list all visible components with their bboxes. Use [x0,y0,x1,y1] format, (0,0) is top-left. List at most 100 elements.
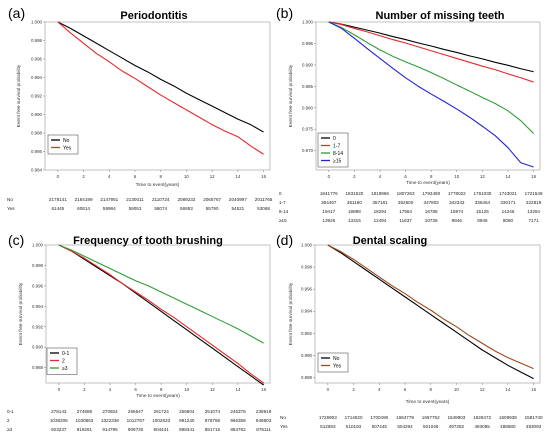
panel-label: (d) [276,232,293,248]
risk-value: 7171 [528,218,539,223]
y-axis-label: Event free survival probability [288,64,294,127]
x-tick-label: 16 [261,387,266,392]
x-tick-label: 16 [261,174,266,179]
risk-row-label: 1-7 [279,200,286,205]
risk-value: 1628472 [473,415,491,420]
x-tick-label: 12 [480,387,485,392]
x-tick-label: 12 [480,174,485,179]
risk-value: 1609938 [499,415,517,420]
x-tick-label: 10 [184,174,189,179]
x-tick-label: 2 [352,387,355,392]
series-line-3 [328,21,534,168]
risk-value: 10728 [425,218,438,223]
panel-label: (c) [8,232,24,248]
risk-row-label: 0-1 [7,409,14,414]
x-tick-label: 4 [378,387,381,392]
risk-row-label: 2 [7,418,10,423]
series-line-1 [327,244,534,370]
y-tick-label: 0.988 [301,375,313,380]
risk-value: 1667752 [422,415,440,420]
risk-value: 504294 [397,424,413,429]
risk-table: No 2178141 2164199 2147951 2130011 2110724 208… [7,197,273,211]
risk-value: 347802 [424,200,440,205]
x-tick-label: 10 [184,387,189,392]
risk-value: 54521 [231,206,244,211]
y-tick-label: 0.996 [31,57,43,62]
risk-value: 923237 [51,427,67,432]
x-tick-label: 8 [159,174,162,179]
x-tick-label: 6 [404,387,407,392]
risk-value: 510193 [346,424,362,429]
y-tick-label: 1.000 [32,243,44,248]
x-tick-label: 6 [134,387,137,392]
risk-value: 278143 [51,409,67,414]
risk-value: 483093 [526,424,542,429]
x-tick-label: 8 [160,387,163,392]
plot-frame [45,244,271,384]
y-tick-label: 0.990 [31,112,43,117]
y-tick-label: 0.990 [302,62,314,67]
risk-table: No 1726903 1714620 1700490 1684779 1667752 164… [280,415,543,429]
risk-value: 261724 [154,409,170,414]
y-tick-label: 0.988 [31,131,43,136]
x-tick-label: 14 [505,387,510,392]
legend-entry: No [63,138,70,144]
panel-title: Frequency of tooth brushing [73,235,223,247]
legend-entry: Yes [333,363,342,369]
series-line-0 [328,21,534,73]
risk-value: 8080 [503,218,514,223]
risk-value: 56953 [180,206,193,211]
risk-value: 266547 [128,409,144,414]
risk-value: 1012767 [127,418,145,423]
risk-value: 1841776 [320,191,338,196]
risk-value: 18898 [348,209,361,214]
x-axis-label: Time to event(years) [406,180,450,186]
risk-value: 15974 [450,209,463,214]
x-tick-label: 6 [134,174,137,179]
risk-value: 13926 [322,218,335,223]
panel-b: (b) Number of missing teeth 0.970 0.975 0.98… [276,5,543,223]
x-tick-label: 0 [58,387,61,392]
risk-value: 488580 [500,424,516,429]
x-tick-label: 2 [353,174,356,179]
x-tick-label: 10 [454,174,459,179]
series-line-0 [57,21,264,133]
risk-value: 330171 [500,200,516,205]
legend: 0-12 ≥3 [46,347,78,375]
risk-row-label: ≥15 [279,218,287,223]
risk-value: 876111 [256,427,271,432]
risk-value: 2147951 [100,197,118,202]
x-tick-label: 4 [108,174,111,179]
risk-value: 1831620 [345,191,363,196]
risk-value: 8948 [477,218,488,223]
x-tick-label: 16 [531,387,536,392]
risk-value: 59984 [103,206,116,211]
risk-value: 322819 [526,200,542,205]
legend-entry: 2 [62,358,65,364]
risk-value: 898341 [179,427,195,432]
y-tick-label: 1.000 [301,243,313,248]
x-tick-label: 4 [379,174,382,179]
risk-value: 2089232 [177,197,195,202]
risk-value: 1038206 [50,418,68,423]
series-line-1 [57,21,264,155]
panel-title: Number of missing teeth [376,10,505,22]
risk-value: 274889 [77,409,93,414]
risk-value: 2011765 [255,197,273,202]
risk-value: 1778022 [448,191,466,196]
panel-a: (a) Periodontitis 0.984 0.986 0.988 0.990 0.99… [7,5,273,211]
y-tick-label: 0.975 [302,127,314,132]
y-tick-label: 0.996 [32,283,44,288]
y-tick-label: 0.994 [32,304,44,309]
risk-value: 14246 [502,209,515,214]
risk-row-label: Yes [280,424,288,429]
risk-value: 361180 [347,200,362,205]
series-line-1 [58,244,264,384]
x-tick-label: 14 [506,174,511,179]
risk-row-label: No [7,197,13,202]
x-tick-label: 14 [235,174,240,179]
x-tick-label: 14 [236,387,241,392]
legend-entry: ≥15 [333,158,342,164]
risk-value: 61445 [51,206,64,211]
